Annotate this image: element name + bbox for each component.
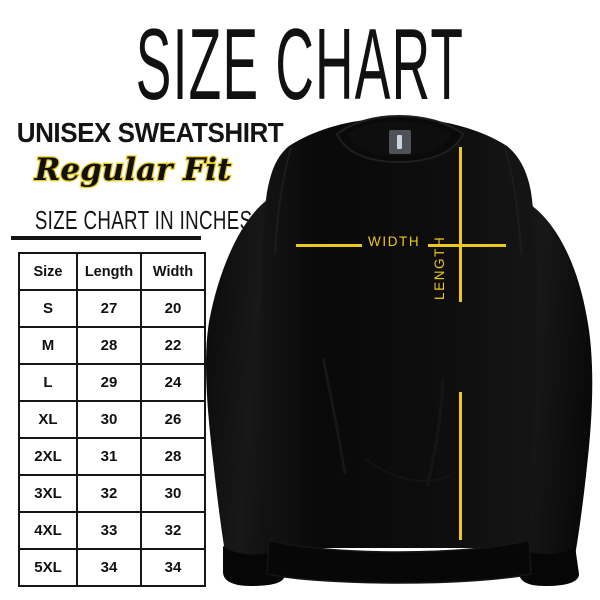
cell-size: 5XL	[18, 548, 78, 587]
cell-width: 20	[140, 289, 206, 328]
cell-size: XL	[18, 400, 78, 439]
cell-width: 28	[140, 437, 206, 476]
bottom-hem	[266, 539, 532, 584]
cell-size: L	[18, 363, 78, 402]
cell-size: 2XL	[18, 437, 78, 476]
column-header-width: Width	[140, 252, 206, 291]
page-title: SIZE CHART	[135, 8, 465, 122]
cell-length: 29	[76, 363, 142, 402]
cell-length: 34	[76, 548, 142, 587]
heading-underline	[11, 236, 201, 240]
cell-length: 28	[76, 326, 142, 365]
cell-size: M	[18, 326, 78, 365]
table-row: 5XL 34 34	[18, 548, 206, 587]
table-header-row: Size Length Width	[18, 252, 206, 291]
body-fold-b	[425, 377, 445, 487]
cell-size: 4XL	[18, 511, 78, 550]
right-cuff	[519, 546, 579, 586]
cell-width: 34	[140, 548, 206, 587]
cell-width: 26	[140, 400, 206, 439]
cell-width: 22	[140, 326, 206, 365]
table-row: XL 30 26	[18, 400, 206, 439]
cell-width: 30	[140, 474, 206, 513]
product-type-label: UNISEX SWEATSHIRT	[16, 117, 284, 148]
cell-size: S	[18, 289, 78, 328]
table-heading: SIZE CHART IN INCHES	[34, 205, 253, 235]
product-fit-label: Regular Fit	[33, 151, 232, 190]
table-row: S 27 20	[18, 289, 206, 328]
body-fold-c	[364, 457, 452, 482]
sweatshirt-illustration	[205, 108, 600, 586]
table-row: 4XL 33 32	[18, 511, 206, 550]
cell-length: 33	[76, 511, 142, 550]
right-shoulder-seam	[504, 147, 522, 255]
cell-size: 3XL	[18, 474, 78, 513]
left-shoulder-seam	[274, 147, 292, 255]
cell-width: 24	[140, 363, 206, 402]
column-header-size: Size	[18, 252, 78, 291]
cell-length: 27	[76, 289, 142, 328]
table-row: 2XL 31 28	[18, 437, 206, 476]
body-fold-a	[321, 357, 347, 475]
cell-length: 31	[76, 437, 142, 476]
table-row: 3XL 32 30	[18, 474, 206, 513]
neck-tag-print	[397, 135, 402, 149]
cell-width: 32	[140, 511, 206, 550]
sweatshirt-svg	[206, 114, 593, 586]
cell-length: 30	[76, 400, 142, 439]
sweatshirt-body	[261, 118, 537, 548]
size-table: Size Length Width S 27 20 M 28 22 L 29 2…	[18, 252, 206, 587]
table-row: M 28 22	[18, 326, 206, 365]
column-header-length: Length	[76, 252, 142, 291]
cell-length: 32	[76, 474, 142, 513]
table-row: L 29 24	[18, 363, 206, 402]
